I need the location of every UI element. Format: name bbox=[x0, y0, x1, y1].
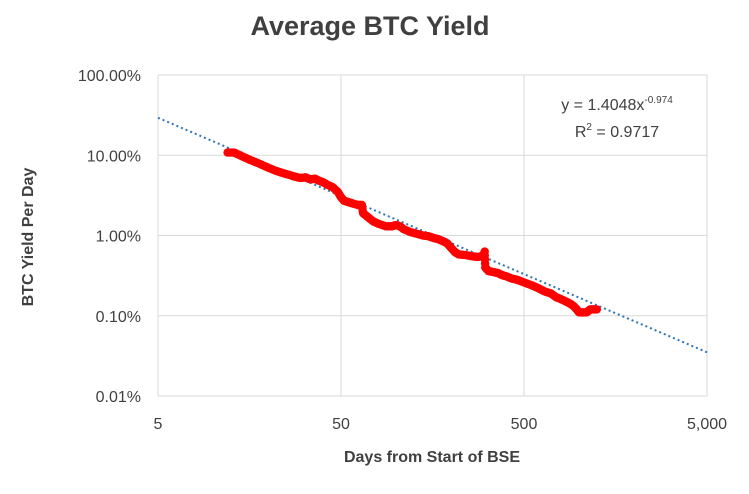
trendline-equation: y = 1.4048x-0.974 bbox=[561, 95, 673, 114]
tick-labels: 0.01% 0.10% 1.00% 10.00% 100.00% 5 50 500 5,000 bbox=[78, 68, 727, 433]
data-points bbox=[223, 148, 602, 317]
x-axis-label: Days from Start of BSE bbox=[344, 449, 520, 466]
chart-title: Average BTC Yield bbox=[250, 11, 489, 41]
x-tick-label: 50 bbox=[332, 416, 350, 433]
r-squared-label: R2 = 0.9717 bbox=[575, 122, 659, 141]
y-tick-label: 100.00% bbox=[78, 68, 141, 85]
y-tick-label: 0.01% bbox=[96, 389, 141, 406]
y-axis-label: BTC Yield Per Day bbox=[20, 168, 37, 307]
y-tick-label: 0.10% bbox=[96, 309, 141, 326]
x-tick-label: 5,000 bbox=[687, 416, 727, 433]
x-tick-label: 5 bbox=[154, 416, 163, 433]
x-tick-label: 500 bbox=[511, 416, 538, 433]
y-tick-label: 10.00% bbox=[87, 148, 141, 165]
data-point bbox=[592, 305, 602, 314]
y-tick-label: 1.00% bbox=[96, 229, 141, 246]
